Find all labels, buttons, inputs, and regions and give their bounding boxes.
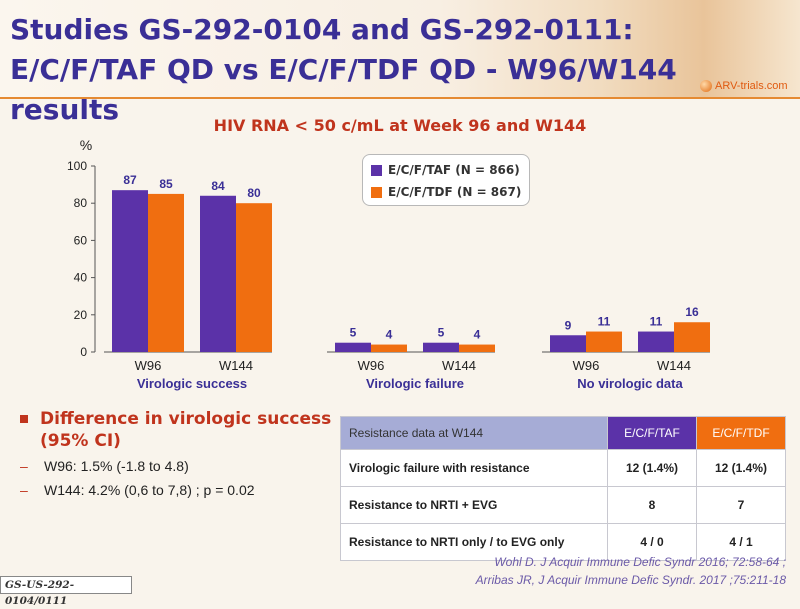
group-label: No virologic data [577,376,683,391]
bar-value-label: 9 [565,318,572,332]
table-header: Resistance data at W144 [340,416,608,450]
table-header-taf: E/C/F/TAF [607,416,697,450]
y-tick-label: 20 [74,308,88,322]
x-tick-label: W96 [135,358,162,373]
citation-line: Wohl D. J Acquir Immune Defic Syndr 2016… [494,555,786,569]
y-tick-label: 0 [80,345,87,359]
chart-title: HIV RNA < 50 c/mL at Week 96 and W144 [213,116,587,135]
table-cell: 8 [607,486,697,524]
bar-value-label: 80 [247,186,261,200]
bullet-heading-text: Difference in virologic success (95% CI) [40,409,332,451]
bar-tdf [674,322,710,352]
chart-legend: E/C/F/TAF (N = 866) E/C/F/TDF (N = 867) [362,154,530,206]
x-tick-label: W144 [657,358,691,373]
bullet-heading: Difference in virologic success (95% CI) [20,408,340,452]
table-cell: Resistance to NRTI + EVG [340,486,608,524]
table-cell: 4 / 1 [696,523,786,561]
bar-taf [423,342,459,352]
table-header-tdf: E/C/F/TDF [696,416,786,450]
table-row: Resistance to NRTI only / to EVG only 4 … [340,523,786,561]
y-tick-label: 60 [74,233,88,247]
table-row: Resistance to NRTI + EVG 8 7 [340,486,786,524]
table-cell: 7 [696,486,786,524]
y-axis-label: % [80,137,92,153]
legend-item-tdf: E/C/F/TDF (N = 867) [371,181,521,203]
y-tick-label: 100 [67,159,87,173]
bullet-item-w144: – W144: 4.2% (0,6 to 7,8) ; p = 0.02 [20,480,340,500]
bar-value-label: 11 [650,315,663,329]
study-tag: GS-US-292-0104/0111 [0,576,132,607]
table-cell: 4 / 0 [607,523,697,561]
bar-taf [112,190,148,352]
bar-tdf [586,331,622,352]
x-tick-label: W144 [442,358,476,373]
bar-value-label: 4 [474,328,481,342]
arv-trials-logo: ARV-trials.com [700,80,788,93]
dash-icon: – [20,482,28,498]
bar-value-label: 84 [211,179,225,193]
y-tick-label: 40 [74,271,88,285]
legend-swatch-taf [371,164,382,176]
bar-value-label: 85 [159,177,173,191]
table-cell: 12 (1.4%) [607,449,697,487]
table-row: Virologic failure with resistance 12 (1.… [340,449,786,487]
bar-value-label: 16 [685,305,699,319]
logo-text: ARV-trials.com [715,80,788,92]
square-bullet-icon [20,415,28,423]
table-header-row: Resistance data at W144 E/C/F/TAF E/C/F/… [340,416,786,450]
x-tick-label: W144 [219,358,253,373]
group-label: Virologic success [137,376,247,391]
x-tick-label: W96 [573,358,600,373]
bar-value-label: 5 [350,326,357,340]
bar-value-label: 4 [386,328,393,342]
bar-tdf [371,344,407,352]
bar-taf [550,335,586,352]
key-findings: Difference in virologic success (95% CI)… [20,408,340,500]
globe-icon [700,80,712,93]
bar-taf [335,342,371,352]
bullet-item-text: W96: 1.5% (-1.8 to 4.8) [44,458,189,474]
table-cell: Virologic failure with resistance [340,449,608,487]
bar-tdf [236,203,272,352]
bar-tdf [459,344,495,352]
table-cell: 12 (1.4%) [696,449,786,487]
resistance-table: Resistance data at W144 E/C/F/TAF E/C/F/… [340,416,786,561]
bar-taf [200,195,236,352]
title-divider [0,97,800,99]
y-tick-label: 80 [74,196,88,210]
bar-value-label: 5 [438,326,445,340]
bar-value-label: 11 [598,315,611,329]
bullet-item-w96: – W96: 1.5% (-1.8 to 4.8) [20,456,340,476]
citation-line: Arribas JR, J Acquir Immune Defic Syndr.… [475,573,786,587]
legend-label-taf: E/C/F/TAF (N = 866) [388,163,520,177]
dash-icon: – [20,458,28,474]
group-label: Virologic failure [366,376,464,391]
bar-value-label: 87 [123,173,137,187]
bar-tdf [148,193,184,352]
legend-label-tdf: E/C/F/TDF (N = 867) [388,185,522,199]
bar-chart: 0 20 40 60 80 100% 87 85 W96 84 80 W144 Virologic su… [67,137,710,391]
bullet-item-text: W144: 4.2% (0,6 to 7,8) ; p = 0.02 [44,482,255,498]
citation: Wohl D. J Acquir Immune Defic Syndr 2016… [476,553,786,589]
legend-item-taf: E/C/F/TAF (N = 866) [371,159,521,181]
bar-taf [638,331,674,352]
table-cell: Resistance to NRTI only / to EVG only [340,523,608,561]
x-tick-label: W96 [358,358,385,373]
legend-swatch-tdf [371,186,382,198]
